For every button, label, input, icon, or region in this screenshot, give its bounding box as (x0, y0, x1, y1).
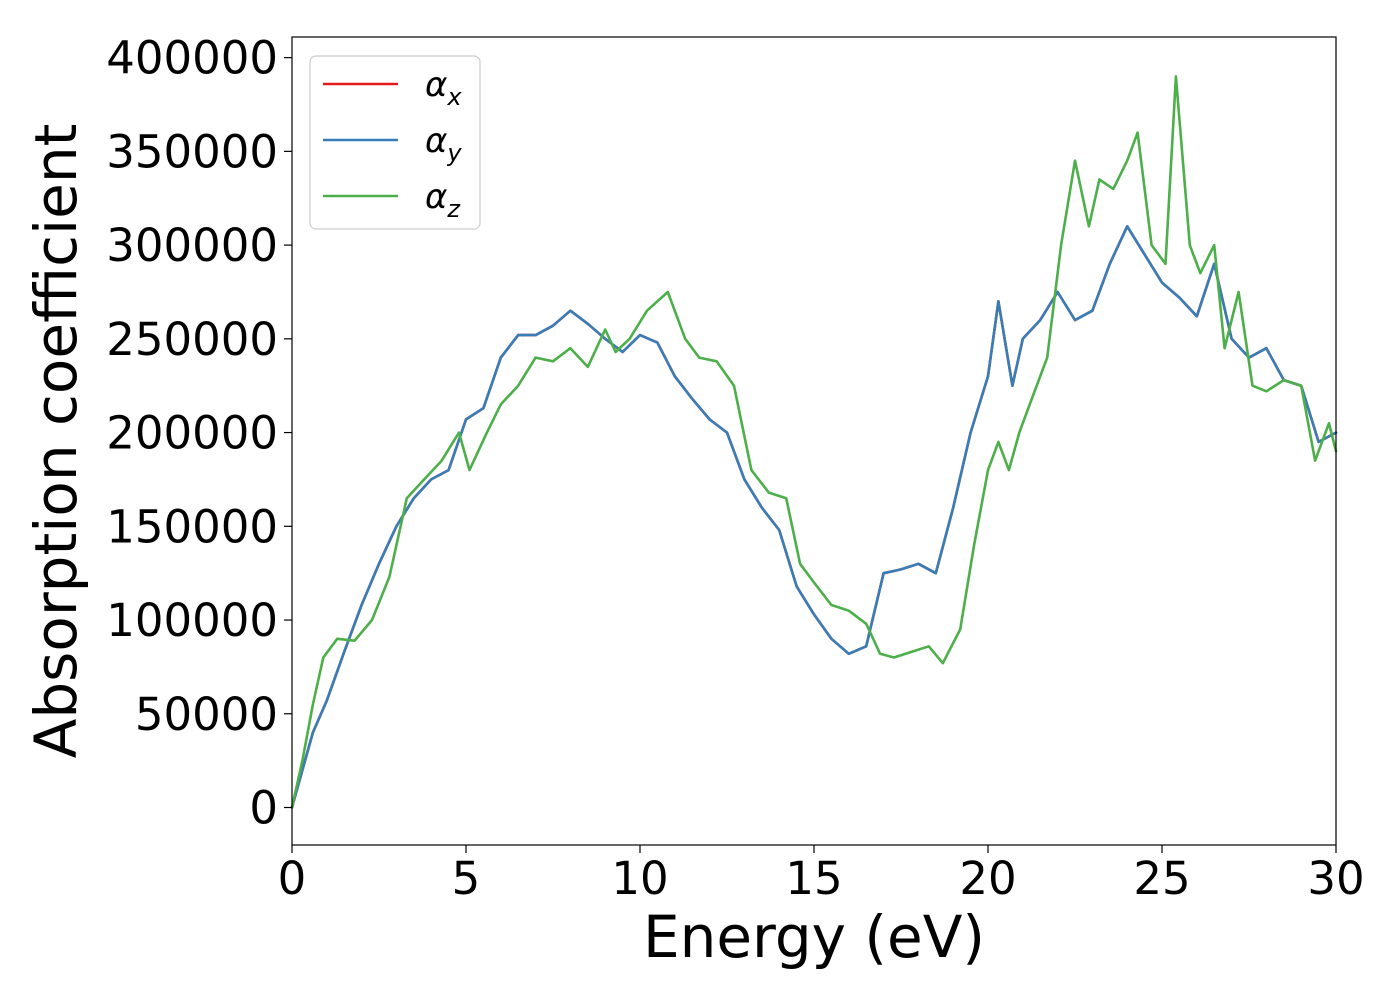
y-axis: 0 50000 100000 150000 200000 250000 300000 3500… (106, 32, 292, 835)
y-tick-label: 0 (249, 782, 278, 835)
x-tick-label: 30 (1307, 852, 1364, 905)
x-axis: 0 5 10 15 20 25 30 (278, 845, 1365, 905)
legend-entry-z: αz (425, 177, 461, 223)
y-tick-label: 100000 (106, 594, 278, 647)
x-tick-label: 20 (959, 852, 1016, 905)
legend: αx αy αz (309, 55, 481, 230)
x-axis-label: Energy (eV) (643, 903, 985, 971)
x-tick-label: 0 (278, 852, 307, 905)
x-tick-label: 25 (1133, 852, 1190, 905)
legend-entry-y: αy (425, 121, 462, 167)
y-axis-label: Absorption coefficient (22, 124, 90, 759)
x-tick-label: 10 (611, 852, 668, 905)
y-tick-label: 250000 (106, 313, 278, 366)
legend-box (309, 55, 481, 230)
y-tick-label: 350000 (106, 125, 278, 178)
x-tick-label: 5 (452, 852, 481, 905)
y-tick-label: 200000 (106, 407, 278, 460)
series-line-z (290, 75, 1338, 809)
legend-entry-x: αx (425, 65, 462, 111)
series-line-y (290, 225, 1338, 809)
y-tick-label: 150000 (106, 500, 278, 553)
x-tick-label: 15 (785, 852, 842, 905)
y-tick-label: 400000 (106, 32, 278, 85)
y-tick-label: 50000 (135, 688, 278, 741)
y-tick-label: 300000 (106, 219, 278, 272)
series-layer (290, 75, 1338, 809)
series-line-x (290, 225, 1338, 809)
